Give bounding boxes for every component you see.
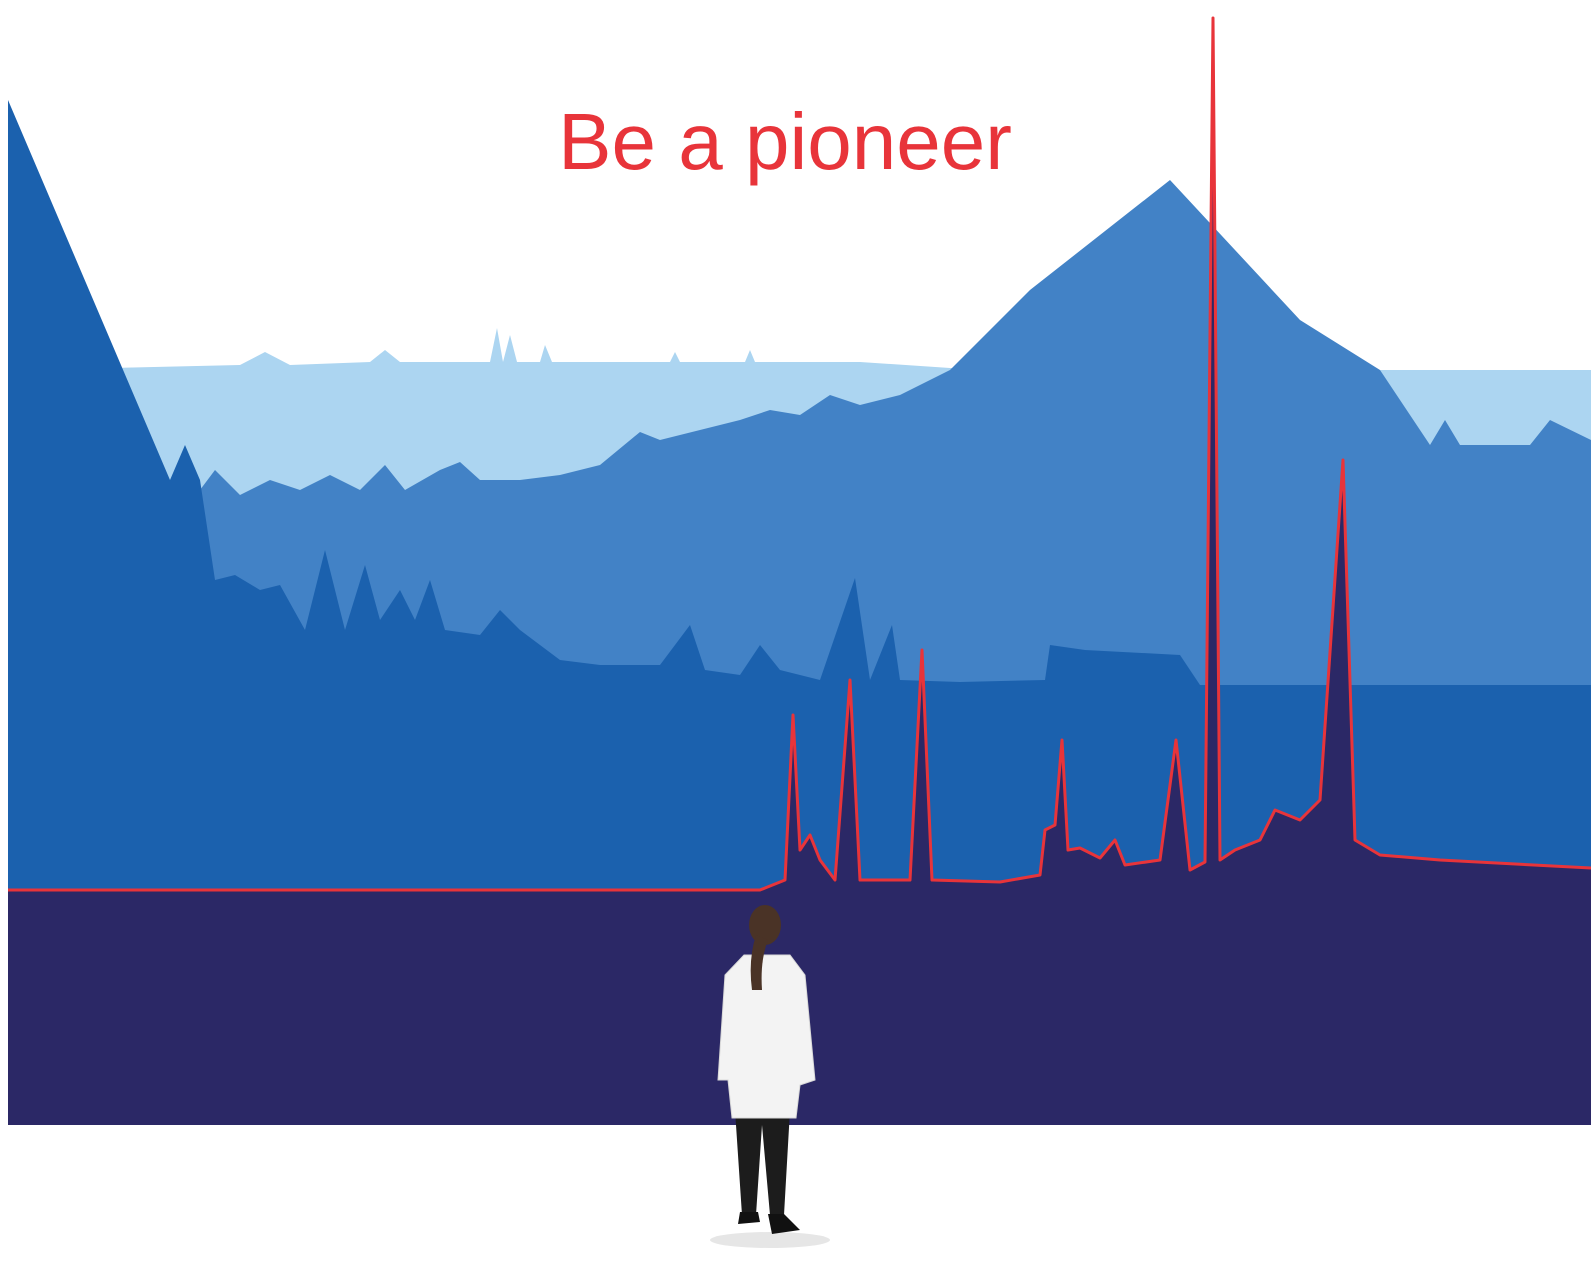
headline: Be a pioneer <box>558 97 1012 186</box>
spectrum-line <box>8 16 1591 892</box>
dark-layer <box>8 100 1591 900</box>
scientist-figure <box>710 905 830 1248</box>
spectrum-fill <box>8 18 1591 1125</box>
